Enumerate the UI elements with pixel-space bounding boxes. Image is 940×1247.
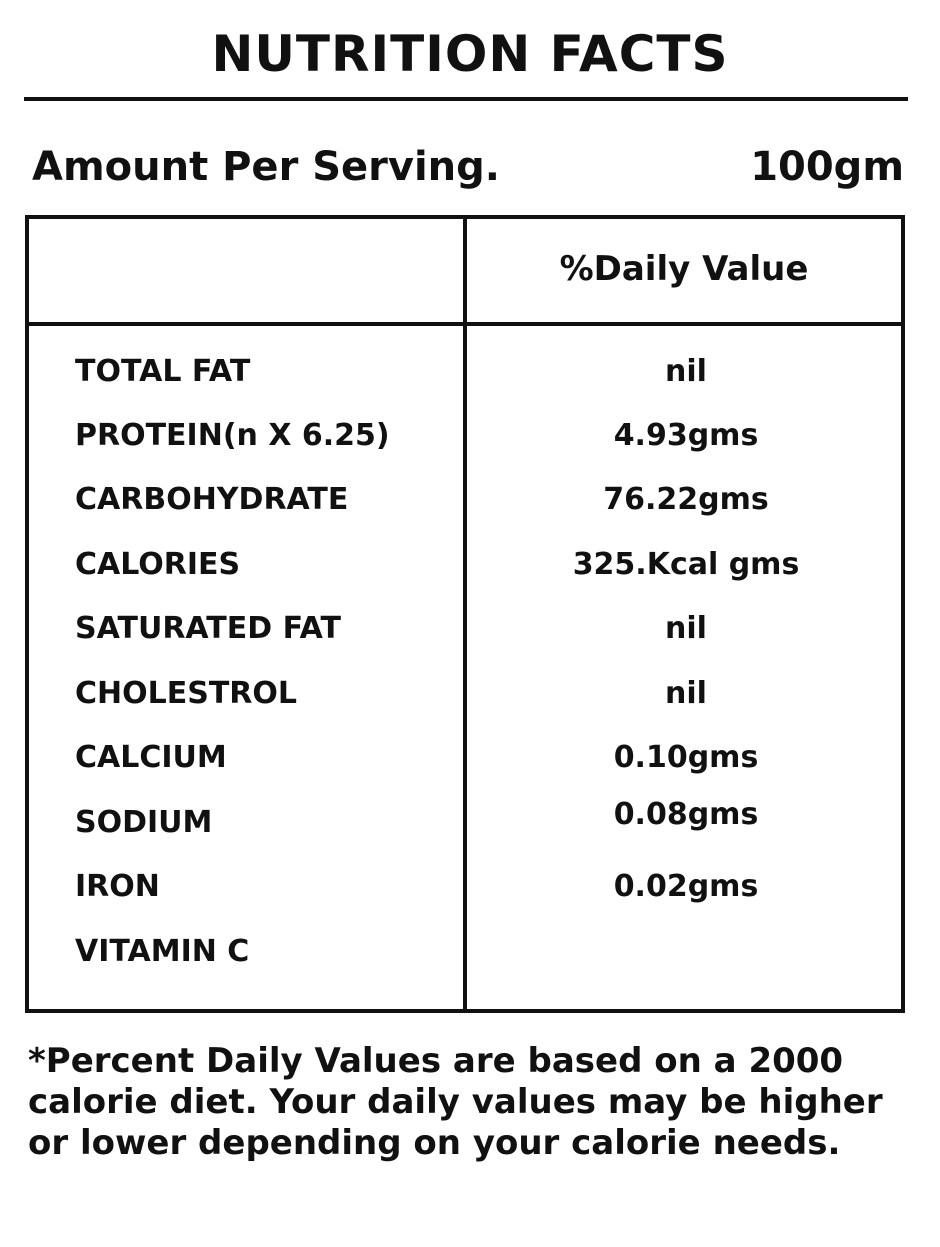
daily-value-header: %Daily Value (559, 249, 809, 289)
row-label-calcium: CALCIUM (75, 740, 227, 775)
row-label-iron: IRON (75, 869, 160, 904)
row-label-total-fat: TOTAL FAT (75, 354, 251, 389)
row-value-carbohydrate: 76.22gms (603, 482, 769, 517)
row-label-vitamin-c: VITAMIN C (75, 934, 250, 969)
title-divider (24, 97, 908, 101)
row-label-saturated-fat: SATURATED FAT (75, 611, 342, 646)
row-value-calories: 325.Kcal gms (572, 547, 800, 582)
row-value-saturated-fat: nil (665, 611, 707, 646)
row-value-iron: 0.02gms (613, 869, 759, 904)
row-value-calcium: 0.10gms (613, 740, 759, 775)
serving-value: 100gm (750, 144, 904, 190)
row-value-sodium: 0.08gms (613, 797, 759, 832)
page-title: NUTRITION FACTS (211, 25, 729, 83)
footnote: *Percent Daily Values are based on a 200… (28, 1041, 883, 1163)
row-label-cholestrol: CHOLESTROL (75, 676, 298, 711)
row-label-sodium: SODIUM (75, 805, 213, 840)
row-label-carbohydrate: CARBOHYDRATE (75, 482, 349, 517)
nutrition-table: %Daily Value TOTAL FAT nil PROTEIN(n X 6… (25, 215, 905, 1013)
row-value-total-fat: nil (665, 354, 707, 389)
header-divider (29, 322, 901, 326)
serving-label: Amount Per Serving. (32, 144, 500, 190)
row-value-protein: 4.93gms (613, 418, 759, 453)
row-label-calories: CALORIES (75, 547, 241, 582)
row-label-protein: PROTEIN(n X 6.25) (75, 418, 390, 453)
column-divider (463, 219, 467, 1009)
row-value-cholestrol: nil (665, 676, 707, 711)
